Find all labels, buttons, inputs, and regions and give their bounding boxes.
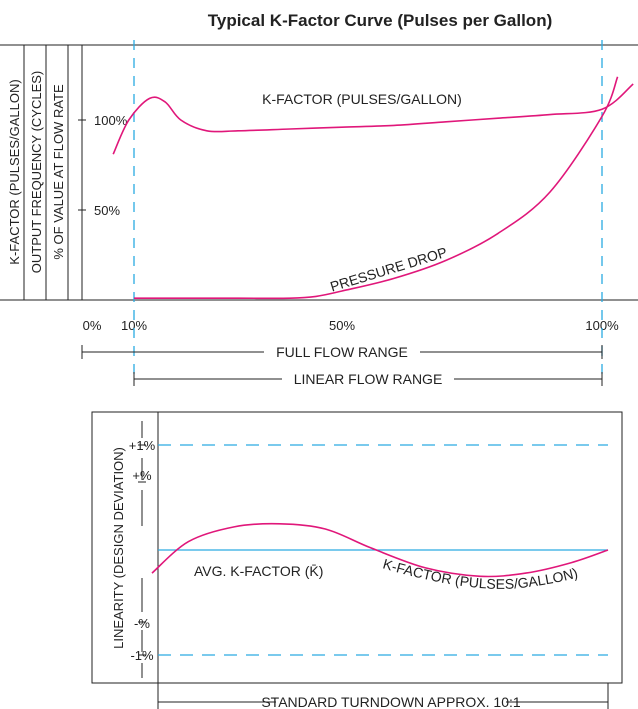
full-flow-range-label: FULL FLOW RANGE [276, 344, 408, 360]
linear-flow-range-label: LINEAR FLOW RANGE [294, 371, 443, 387]
k-factor-curve-chart: Typical K-Factor Curve (Pulses per Gallo… [0, 11, 638, 387]
y-axis-label-3: % OF VALUE AT FLOW RATE [51, 84, 66, 260]
linearity-y-label: LINEARITY (DESIGN DEVIATION) [111, 447, 126, 649]
y-tick-label: 100% [94, 113, 128, 128]
x-tick-label: 10% [121, 318, 147, 333]
avg-k-factor-label: AVG. K-FACTOR (K̄) [194, 563, 323, 579]
y-tick-label: 50% [94, 203, 120, 218]
y-axis-label-1: K-FACTOR (PULSES/GALLON) [7, 79, 22, 264]
x-tick-label: 100% [585, 318, 619, 333]
y-axis-label-2: OUTPUT FREQUENCY (CYCLES) [29, 71, 44, 274]
linearity-k-factor-label-path: K-FACTOR (PULSES/GALLON) [381, 556, 579, 592]
x-tick-label: 0% [83, 318, 102, 333]
k-factor-curve-label: K-FACTOR (PULSES/GALLON) [262, 91, 462, 107]
k-factor-curve [112, 83, 634, 155]
linearity-chart: LINEARITY (DESIGN DEVIATION)+1%+%-%-1%AV… [91, 411, 623, 709]
linearity-k-factor-curve [151, 522, 609, 578]
turndown-label: STANDARD TURNDOWN APPROX. 10:1 [261, 694, 521, 709]
x-tick-label: 50% [329, 318, 355, 333]
linearity-tick-label: -1% [130, 648, 154, 663]
pressure-drop-label: PRESSURE DROP [328, 244, 449, 295]
chart-title: Typical K-Factor Curve (Pulses per Gallo… [208, 11, 553, 30]
linearity-k-factor-label: K-FACTOR (PULSES/GALLON) [381, 556, 579, 592]
pressure-drop-curve [133, 76, 619, 300]
linearity-frame [91, 411, 623, 684]
linearity-tick-label: +1% [129, 438, 156, 453]
linearity-tick-label: -% [134, 616, 150, 631]
